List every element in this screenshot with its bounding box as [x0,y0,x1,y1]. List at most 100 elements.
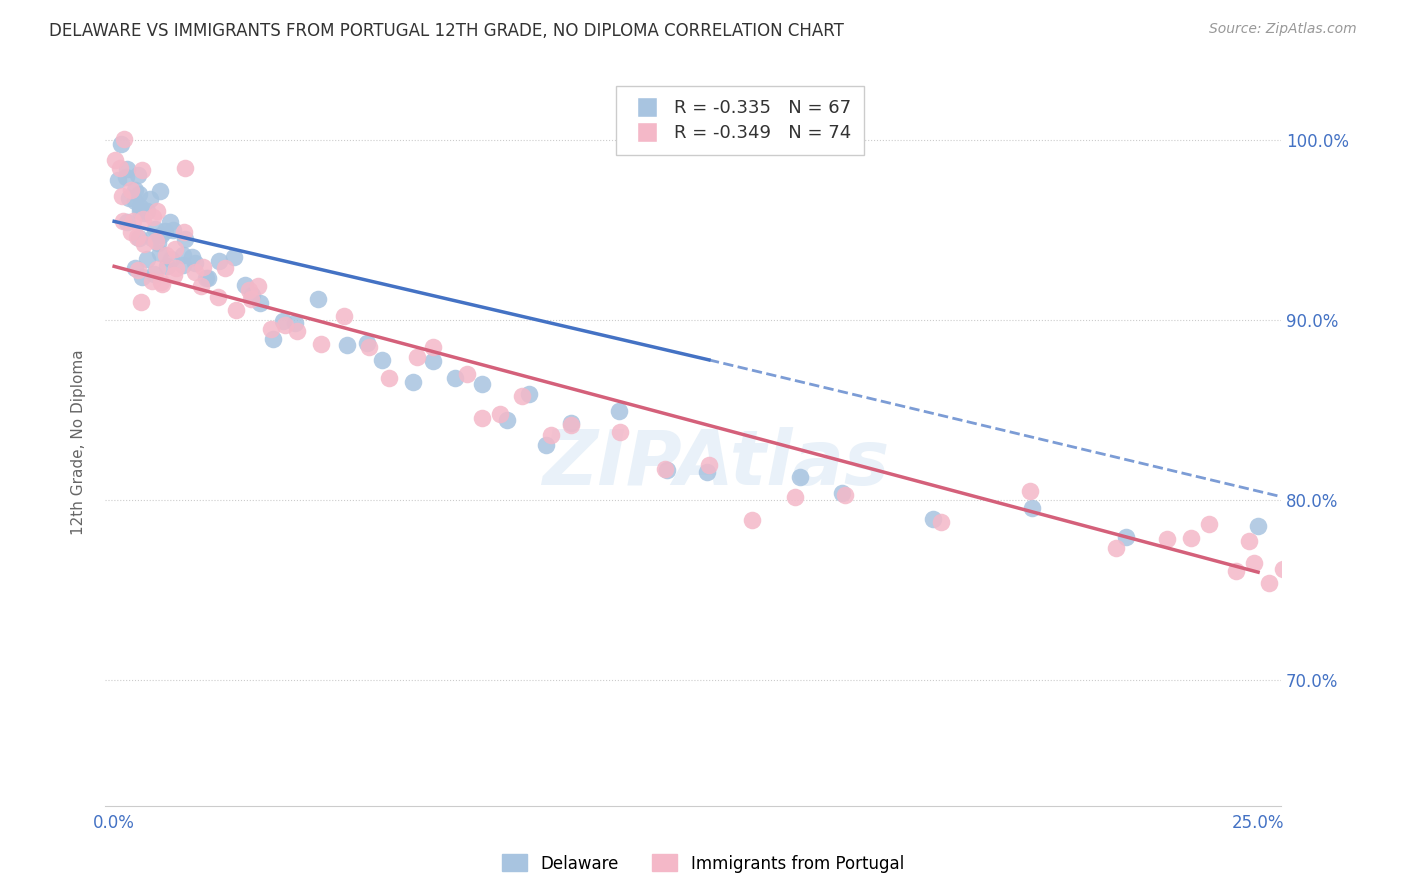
Point [132,205,155,219]
Point [159,214,181,228]
Point [519,386,541,401]
Point [262,332,284,346]
Text: ZIPAtlas: ZIPAtlas [543,426,890,500]
Point [165,260,187,275]
Point [783,490,806,504]
Point [1310,586,1333,600]
Point [128,231,150,245]
Point [112,214,135,228]
Point [495,413,517,427]
Point [141,274,163,288]
Text: Source: ZipAtlas.com: Source: ZipAtlas.com [1209,22,1357,37]
Point [172,248,194,262]
Point [149,184,172,198]
Point [1019,484,1042,499]
Point [146,236,169,251]
Point [145,261,167,276]
Point [333,310,356,324]
Point [285,324,308,338]
Text: DELAWARE VS IMMIGRANTS FROM PORTUGAL 12TH GRADE, NO DIPLOMA CORRELATION CHART: DELAWARE VS IMMIGRANTS FROM PORTUGAL 12T… [49,22,844,40]
Point [162,223,184,237]
Point [1243,556,1265,570]
Point [131,163,153,178]
Point [153,224,176,238]
Point [124,183,146,197]
Point [1237,534,1260,549]
Point [107,173,129,187]
Point [131,212,153,227]
Point [471,410,494,425]
Point [922,512,945,526]
Point [607,404,630,418]
Point [142,210,165,224]
Point [222,250,245,264]
Point [124,194,146,208]
Point [402,375,425,389]
Point [191,260,214,275]
Point [1225,564,1247,578]
Point [184,256,207,270]
Point [134,236,156,251]
Point [311,337,333,351]
Point [195,271,218,285]
Point [274,318,297,332]
Point [1288,571,1310,585]
Point [239,292,262,306]
Point [283,316,305,330]
Point [146,204,169,219]
Point [831,486,853,500]
Point [156,259,179,273]
Point [1296,588,1319,602]
Legend: Delaware, Immigrants from Portugal: Delaware, Immigrants from Portugal [495,847,911,880]
Point [127,169,149,183]
Point [214,261,236,276]
Point [929,515,952,529]
Point [654,461,676,475]
Point [456,367,478,381]
Point [207,290,229,304]
Point [225,303,247,318]
Point [357,340,380,354]
Point [122,213,145,227]
Point [115,215,138,229]
Point [118,191,141,205]
Point [145,234,167,248]
Point [371,353,394,368]
Point [127,262,149,277]
Point [111,189,134,203]
Point [165,242,187,256]
Point [834,488,856,502]
Point [1386,552,1406,566]
Point [136,252,159,267]
Point [1021,501,1043,516]
Point [356,335,378,350]
Point [120,183,142,197]
Point [181,250,204,264]
Point [534,438,557,452]
Point [150,277,173,291]
Point [1198,517,1220,532]
Point [1272,562,1295,576]
Point [406,351,429,365]
Point [260,321,283,335]
Point [155,248,177,262]
Point [174,232,197,246]
Point [422,340,444,354]
Legend: R = -0.335   N = 67, R = -0.349   N = 74: R = -0.335 N = 67, R = -0.349 N = 74 [616,87,863,155]
Point [1105,541,1128,555]
Point [143,267,166,281]
Point [149,275,172,289]
Point [131,295,153,310]
Point [208,253,231,268]
Point [112,132,135,146]
Point [1156,532,1178,546]
Point [233,278,256,293]
Point [540,427,562,442]
Point [560,418,582,433]
Point [172,258,194,272]
Point [422,354,444,368]
Point [114,169,136,184]
Point [741,513,763,527]
Point [173,225,195,239]
Point [1247,518,1270,533]
